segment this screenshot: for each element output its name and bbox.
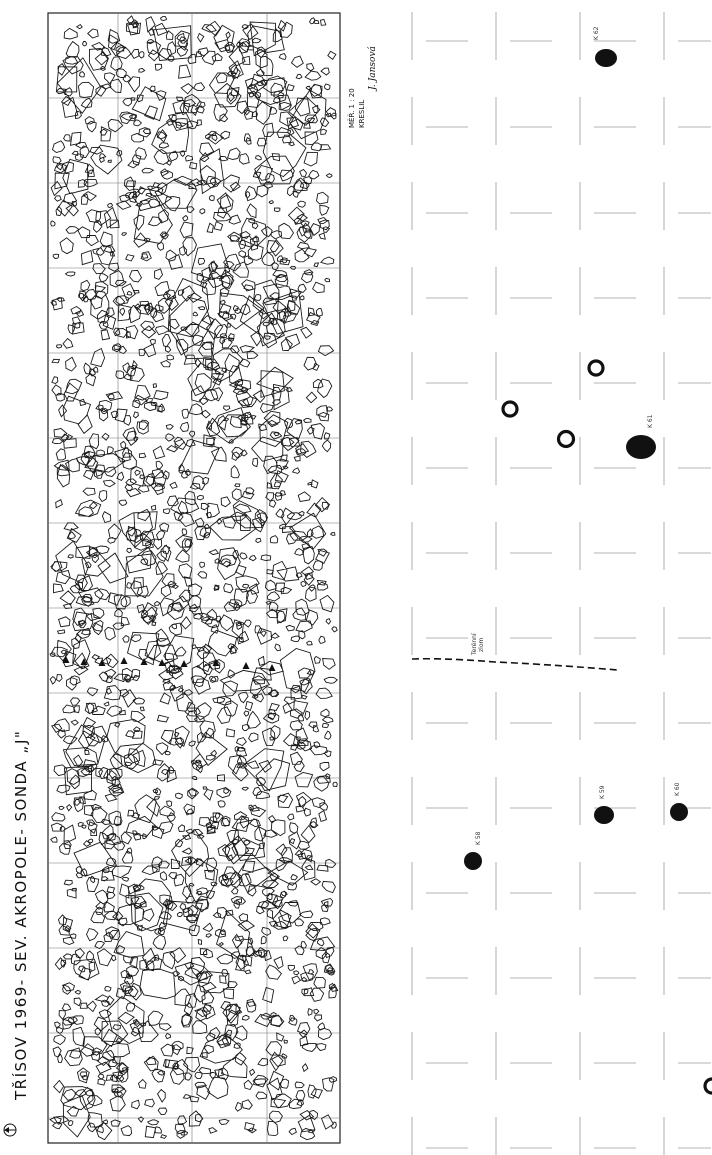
stone-outlines bbox=[49, 15, 339, 1141]
ring-feature bbox=[703, 1077, 712, 1095]
plan-title: TŘÍSOV 1969- SEV. AKROPOLE- SONDA „J" bbox=[11, 730, 30, 1101]
triangle-marker bbox=[158, 659, 166, 666]
stone-pattern bbox=[49, 15, 339, 1141]
triangle-marker bbox=[98, 659, 106, 666]
triangle-marker bbox=[180, 660, 188, 667]
triangle-marker bbox=[62, 656, 70, 663]
triangle-marker bbox=[242, 662, 250, 669]
terrain-break-line bbox=[411, 657, 619, 671]
feature-k62 bbox=[595, 49, 617, 67]
label-k58: K 58 bbox=[475, 831, 482, 845]
label-k59: K 59 bbox=[599, 785, 606, 799]
triangle-marker bbox=[80, 658, 88, 665]
feature-grid bbox=[411, 12, 711, 1155]
north-arrow-icon bbox=[3, 1123, 17, 1137]
plan-grid bbox=[48, 13, 340, 1143]
triangle-marker bbox=[268, 664, 276, 671]
scale-label: MĚŘ. 1 : 20 bbox=[347, 88, 356, 128]
label-k60: K 60 bbox=[674, 782, 681, 796]
feature-k59 bbox=[594, 806, 614, 824]
plan-frame bbox=[47, 12, 341, 1144]
feature-k60 bbox=[670, 803, 688, 821]
ring-feature bbox=[587, 359, 605, 377]
ring-feature bbox=[556, 429, 576, 449]
triangle-marker bbox=[140, 658, 148, 665]
drawn-by-label: KRESLIL bbox=[358, 100, 366, 128]
feature-k58 bbox=[464, 852, 482, 870]
posthole-markers bbox=[62, 656, 276, 671]
triangle-marker bbox=[212, 659, 220, 666]
ring-feature bbox=[501, 400, 519, 418]
terrain-label-2: zlom bbox=[478, 638, 485, 652]
feature-k61 bbox=[626, 435, 656, 459]
label-k62: K 62 bbox=[593, 26, 600, 40]
triangle-marker bbox=[120, 657, 128, 664]
left-plan: TŘÍSOV 1969- SEV. AKROPOLE- SONDA „J" MĚ… bbox=[3, 12, 378, 1144]
terrain-label-1: Terénní bbox=[471, 633, 478, 656]
right-plan: Terénní zlom K 62 K 61 K 59 K 60 K 58 bbox=[411, 12, 712, 1155]
signature: J. Jansová bbox=[367, 46, 378, 92]
label-k61: K 61 bbox=[647, 414, 654, 428]
